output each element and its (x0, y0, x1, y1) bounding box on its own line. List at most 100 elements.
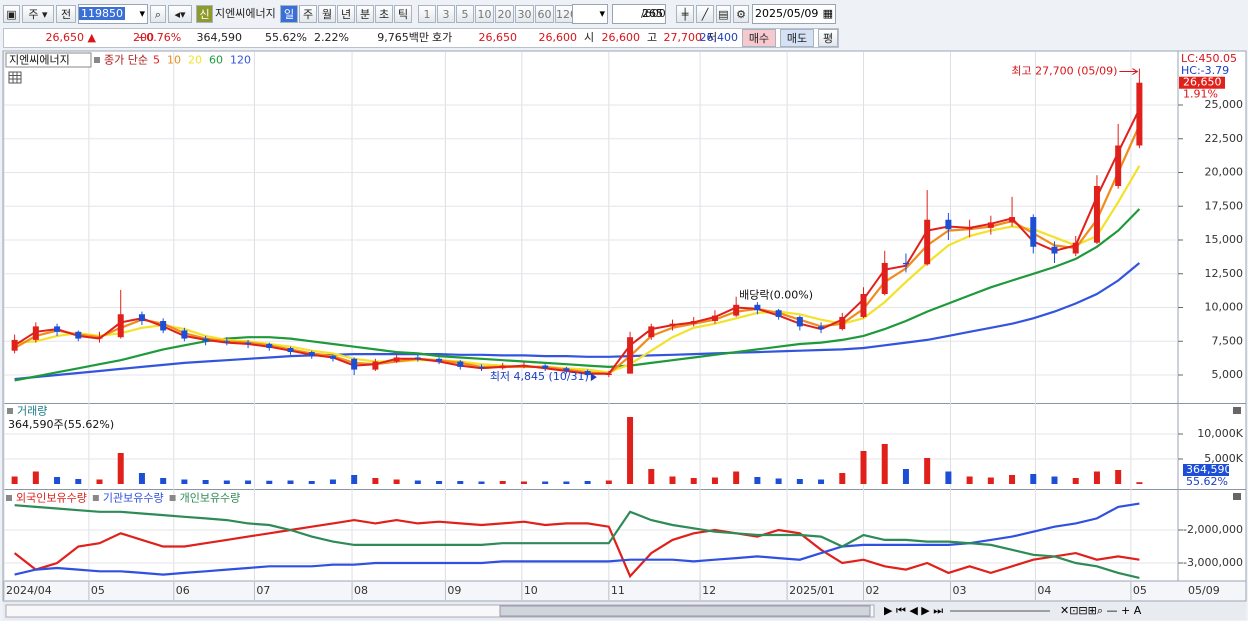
volume-bar (987, 477, 994, 484)
market-select[interactable]: 주 ▾ (22, 5, 54, 23)
date-input[interactable]: 2025/05/09 ▦ (752, 4, 836, 24)
interval-button[interactable]: 1 (418, 5, 436, 23)
period-button[interactable]: 주 (299, 5, 317, 23)
interval-button[interactable]: 5 (456, 5, 474, 23)
volume-bar (1072, 478, 1079, 484)
x-tick-label: 04 (1037, 584, 1051, 597)
interval-button[interactable]: 20 (495, 5, 514, 23)
volume-bar (54, 477, 61, 484)
candle-body (1051, 246, 1058, 254)
interval-select[interactable]: ▾ (572, 4, 608, 24)
volume-bar (669, 476, 676, 484)
scroll-button[interactable]: ▶ ⏮ ◀ ▶ ⏭ (884, 604, 943, 617)
candle-body (563, 368, 570, 371)
tool-button[interactable]: ╪ (676, 5, 694, 23)
scroll-thumb[interactable] (499, 605, 871, 617)
y-tick-label: 15,000 (1205, 233, 1244, 246)
new-badge[interactable]: 신 (196, 5, 213, 23)
candle-body (690, 321, 697, 324)
period-button[interactable]: 일 (280, 5, 298, 23)
y-tick-label: -2,000,000 (1183, 523, 1243, 536)
low-label: 저 (707, 31, 718, 44)
code-input[interactable]: 119850 ▾ (78, 4, 148, 24)
turnover: 2.22% (314, 31, 349, 44)
volume-bar (393, 479, 400, 484)
volume-bar (117, 453, 124, 484)
candle-body (542, 365, 549, 369)
search-button[interactable]: ⌕ (150, 5, 166, 23)
interval-button[interactable]: 30 (515, 5, 534, 23)
prev-button[interactable]: 전 (56, 5, 76, 23)
candle-body (860, 294, 867, 317)
period-button[interactable]: 월 (318, 5, 336, 23)
candle-body (436, 358, 443, 362)
volume-bar (563, 481, 570, 484)
candle-body (372, 361, 379, 370)
line-series (14, 208, 1141, 382)
y-tick-label: 7,500 (1212, 334, 1244, 347)
volume-bar (223, 480, 230, 484)
candle-body (775, 310, 782, 317)
y-tick-label: 5,000K (1204, 452, 1243, 465)
menu-icon[interactable]: ▣ (3, 5, 20, 23)
panel-button[interactable] (1233, 407, 1241, 414)
legend-entry: 5 (153, 54, 160, 67)
annotation-high: 최고 27,700 (05/09) (1011, 65, 1117, 78)
tool-button[interactable]: ╱ (696, 5, 714, 23)
y-tick-label: -3,000,000 (1183, 556, 1243, 569)
candle-body (1072, 242, 1079, 254)
volume-bar (1136, 482, 1143, 484)
volume-bar (945, 471, 952, 484)
volume-bar (414, 480, 421, 484)
panel-button[interactable] (1233, 493, 1241, 500)
change-rate: +0.76% (137, 31, 182, 44)
legend-entry: 개인보유수량 (180, 492, 241, 505)
candle-body (457, 361, 464, 367)
volume-bar (266, 480, 273, 484)
interval-button[interactable]: 3 (437, 5, 455, 23)
count-input[interactable]: 265 (612, 4, 666, 24)
volume-bar (520, 481, 527, 484)
tool-button[interactable]: ▤ (716, 5, 731, 23)
interval-button[interactable]: 120 (555, 5, 577, 23)
candle-body (1093, 186, 1100, 243)
candle-body (223, 341, 230, 343)
chart-frame (2, 50, 1247, 602)
period-button[interactable]: 틱 (394, 5, 412, 23)
x-tick-label: 2024/04 (6, 584, 52, 597)
sound-button[interactable]: ◂▾ (168, 5, 192, 23)
volume-bar (690, 478, 697, 484)
settings-button[interactable]: ⚙ (733, 5, 749, 23)
candle-body (945, 219, 952, 230)
avg-button[interactable]: 평 (818, 29, 838, 47)
volume-bar (96, 479, 103, 484)
sell-button[interactable]: 매도 (780, 29, 814, 47)
table-icon[interactable] (8, 71, 22, 84)
x-tick-label: 06 (176, 584, 190, 597)
interval-button[interactable]: 60 (535, 5, 554, 23)
zoom-buttons[interactable]: ✕⊡⊟⊞⌕ — + A (1060, 604, 1142, 617)
period-button[interactable]: 초 (375, 5, 393, 23)
x-tick-label: 2025/01 (789, 584, 835, 597)
interval-button[interactable]: 10 (475, 5, 494, 23)
legend-marker (7, 408, 13, 414)
line-series (14, 124, 1141, 375)
buy-button[interactable]: 매수 (742, 29, 776, 47)
candle-body (499, 365, 506, 369)
candle-body (648, 326, 655, 338)
period-button[interactable]: 년 (337, 5, 355, 23)
period-button[interactable]: 분 (356, 5, 374, 23)
candle-body (75, 331, 82, 339)
market: 주 (28, 8, 39, 21)
panel-title: 거래량 (17, 405, 47, 418)
candle-body (924, 219, 931, 265)
volume-bar (287, 480, 294, 484)
date-strip (2, 580, 1247, 602)
volume-bar (351, 475, 358, 484)
line-series (14, 504, 1140, 579)
candle-body (96, 337, 103, 339)
candle-body (1009, 217, 1016, 223)
volume-bar (1009, 475, 1016, 484)
line-series (14, 165, 1141, 374)
